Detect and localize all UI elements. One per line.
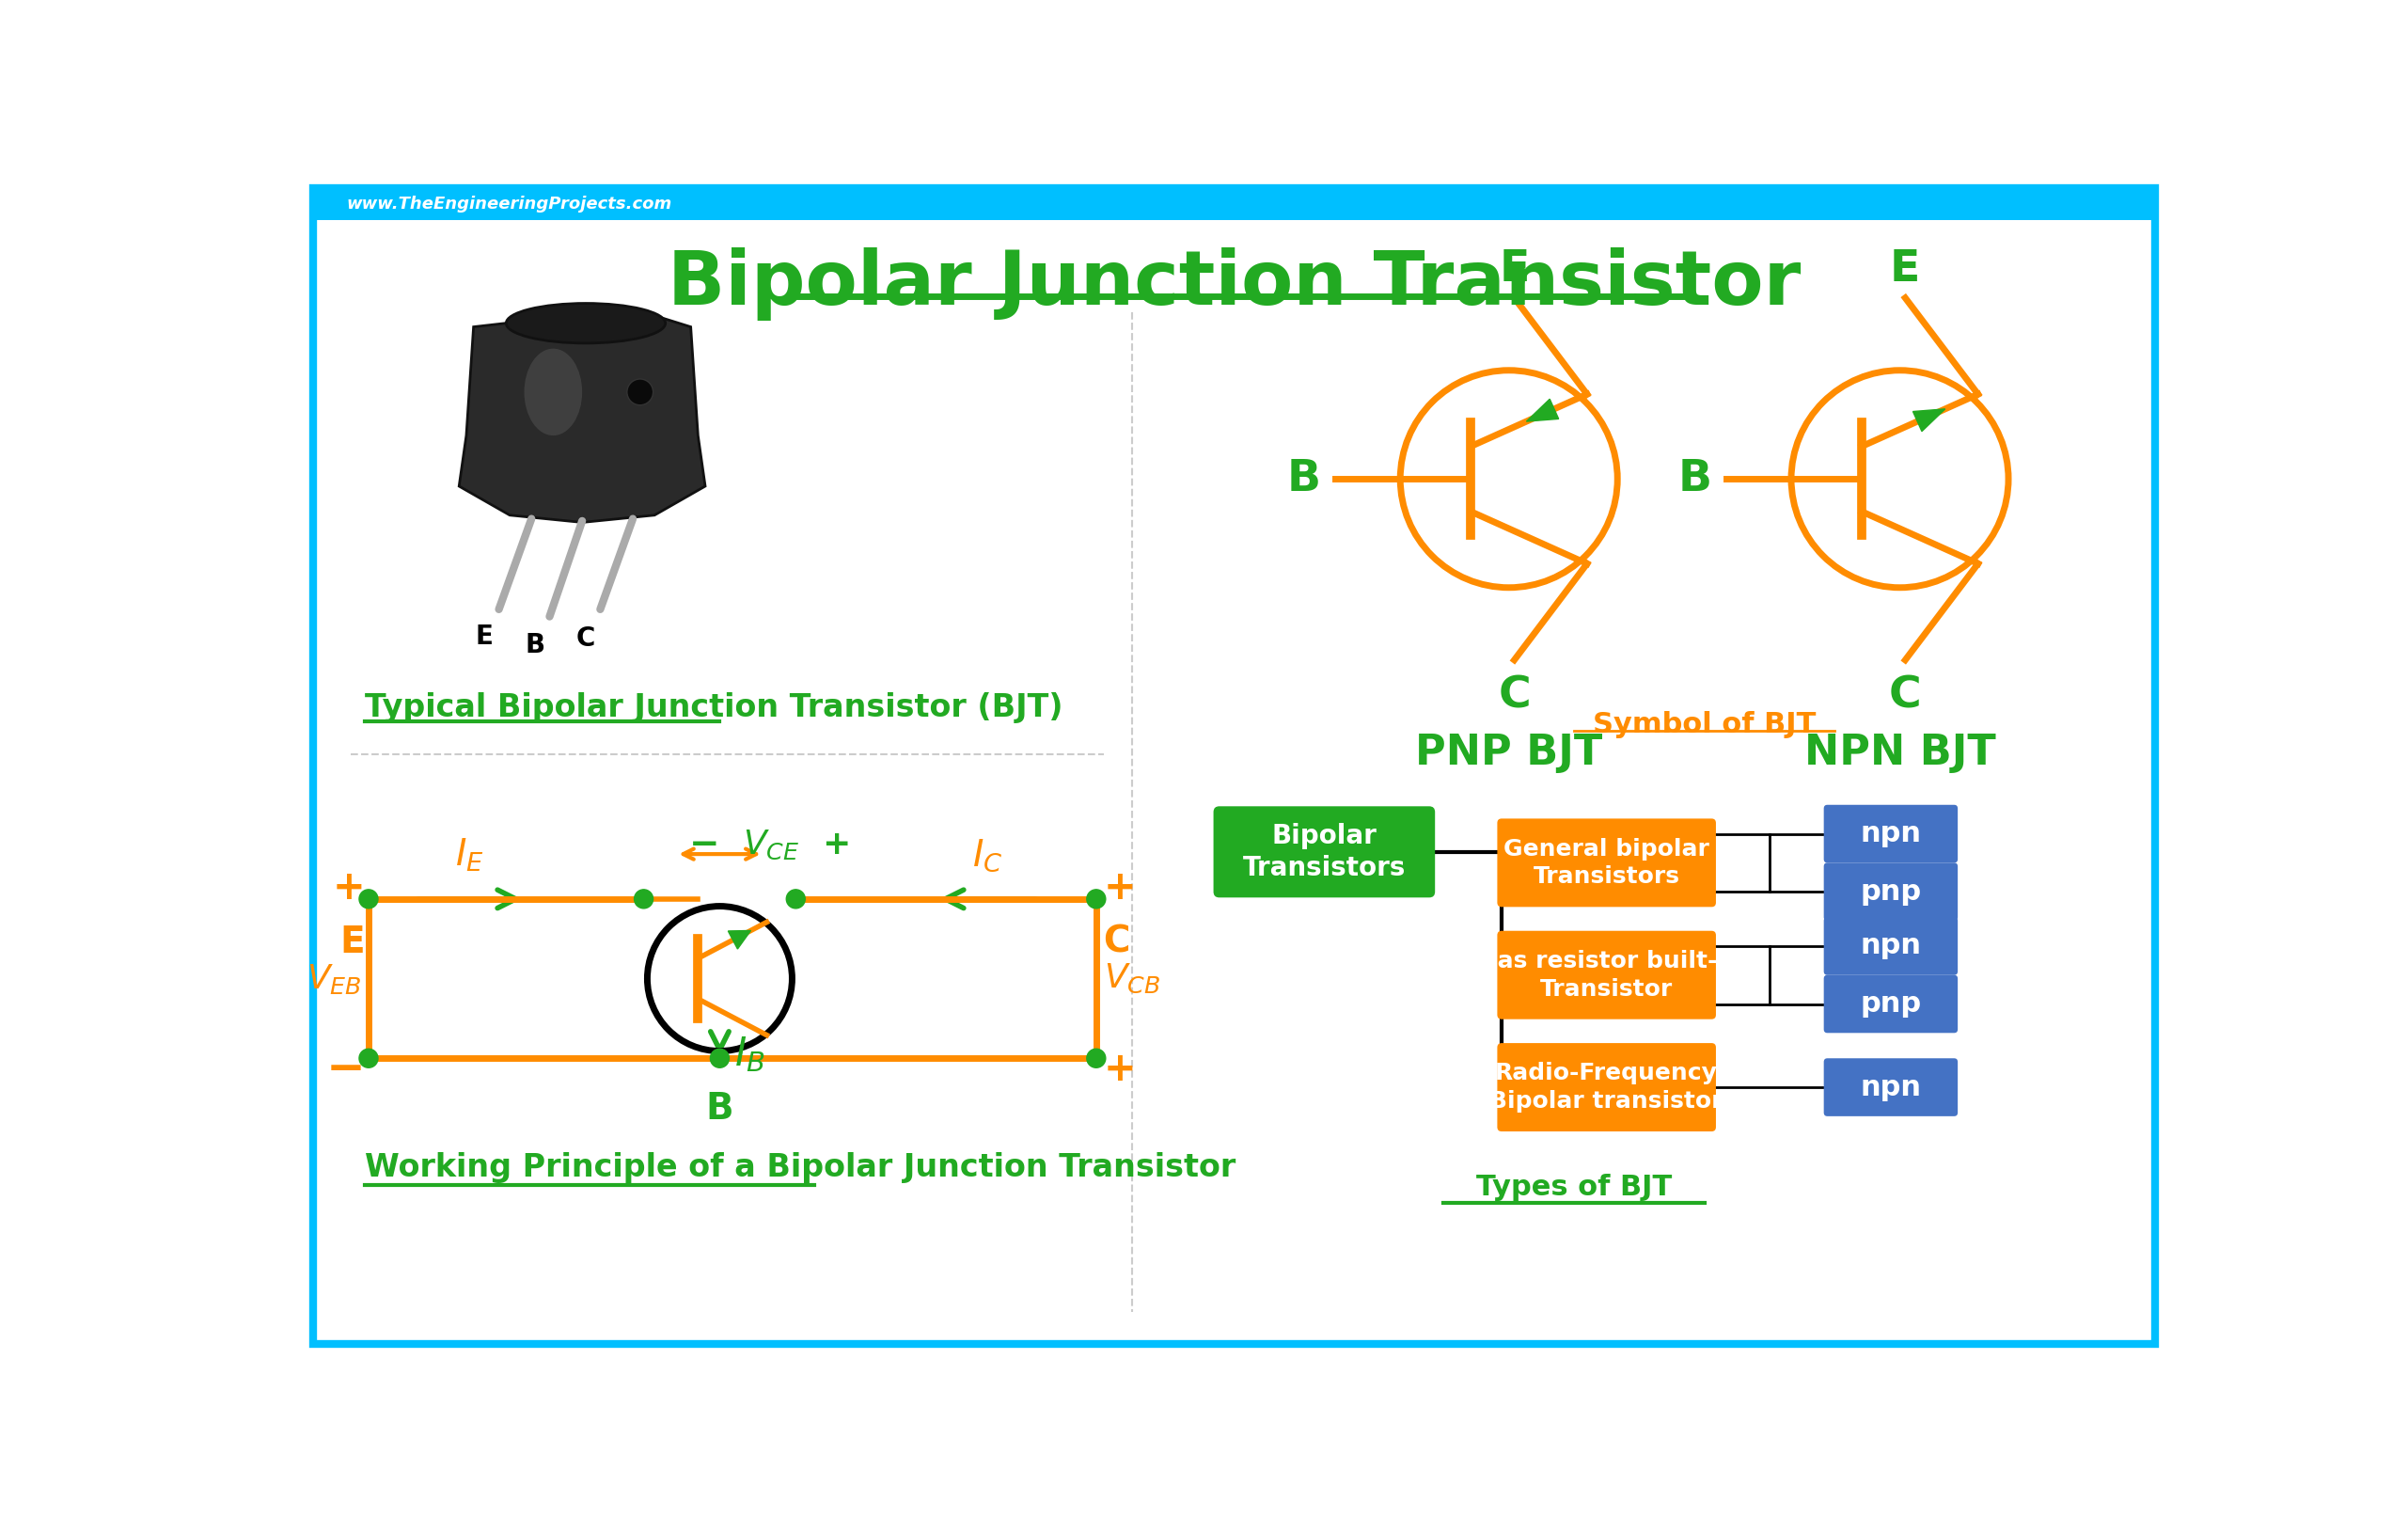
Polygon shape [1527, 399, 1558, 422]
Text: E: E [1500, 249, 1529, 291]
Text: C: C [1498, 675, 1531, 718]
Text: Symbol of BJT: Symbol of BJT [1592, 710, 1816, 737]
Ellipse shape [506, 303, 665, 343]
Circle shape [787, 889, 804, 909]
Text: E: E [340, 924, 366, 960]
Text: −: − [325, 1047, 366, 1092]
Circle shape [633, 889, 653, 909]
Text: NPN BJT: NPN BJT [1804, 733, 1996, 772]
Circle shape [1086, 1048, 1105, 1068]
Text: E: E [474, 623, 494, 651]
Circle shape [1086, 889, 1105, 909]
Text: B: B [706, 1091, 734, 1127]
FancyBboxPatch shape [1823, 806, 1958, 863]
Text: $I_B$: $I_B$ [734, 1035, 766, 1074]
FancyBboxPatch shape [1214, 806, 1435, 898]
Polygon shape [727, 930, 751, 950]
Text: pnp: pnp [1859, 991, 1922, 1018]
Text: $V_{CE}$  +: $V_{CE}$ + [720, 828, 850, 862]
Circle shape [359, 1048, 378, 1068]
Text: +: + [332, 868, 366, 907]
Circle shape [710, 1048, 730, 1068]
Text: +: + [1103, 1050, 1137, 1089]
Text: $V_{CB}$: $V_{CB}$ [1103, 962, 1161, 995]
Text: C: C [1103, 924, 1129, 960]
Ellipse shape [525, 349, 583, 435]
Text: npn: npn [1861, 933, 1922, 960]
Text: C: C [1888, 675, 1922, 718]
Text: $I_C$: $I_C$ [973, 837, 1002, 874]
FancyBboxPatch shape [1823, 918, 1958, 975]
Text: www.TheEngineeringProjects.com: www.TheEngineeringProjects.com [347, 196, 672, 212]
FancyBboxPatch shape [1498, 931, 1717, 1019]
Text: Working Principle of a Bipolar Junction Transistor: Working Principle of a Bipolar Junction … [366, 1153, 1235, 1183]
Text: $I_E$: $I_E$ [455, 837, 484, 874]
Text: Bipolar
Transistors: Bipolar Transistors [1243, 822, 1406, 881]
FancyBboxPatch shape [1498, 819, 1717, 907]
Text: Bias resistor built-in
Transistor: Bias resistor built-in Transistor [1471, 950, 1741, 1000]
Text: npn: npn [1861, 1074, 1922, 1101]
Text: C: C [576, 625, 595, 652]
Text: −: − [689, 827, 720, 863]
Text: Bipolar Junction Transistor: Bipolar Junction Transistor [667, 247, 1801, 320]
Text: $V_{EB}$: $V_{EB}$ [306, 962, 361, 995]
Text: B: B [1286, 458, 1320, 501]
Text: B: B [1678, 458, 1712, 501]
Text: Typical Bipolar Junction Transistor (BJT): Typical Bipolar Junction Transistor (BJT… [366, 693, 1062, 724]
Text: B: B [525, 633, 544, 658]
FancyBboxPatch shape [1498, 1044, 1717, 1132]
Polygon shape [460, 309, 706, 522]
Text: Types of BJT: Types of BJT [1476, 1174, 1671, 1201]
FancyBboxPatch shape [1823, 975, 1958, 1033]
Text: npn: npn [1861, 821, 1922, 848]
Text: General bipolar
Transistors: General bipolar Transistors [1503, 837, 1710, 887]
FancyBboxPatch shape [1823, 863, 1958, 921]
Text: +: + [1103, 868, 1137, 907]
Text: E: E [1890, 249, 1922, 291]
Circle shape [359, 889, 378, 909]
Circle shape [626, 379, 653, 405]
Bar [313, 188, 2155, 220]
Text: pnp: pnp [1859, 878, 1922, 906]
FancyBboxPatch shape [1823, 1059, 1958, 1117]
Text: Radio-Frequency
Bipolar transistor: Radio-Frequency Bipolar transistor [1491, 1062, 1724, 1112]
Text: PNP BJT: PNP BJT [1416, 733, 1604, 772]
Polygon shape [1912, 410, 1946, 431]
